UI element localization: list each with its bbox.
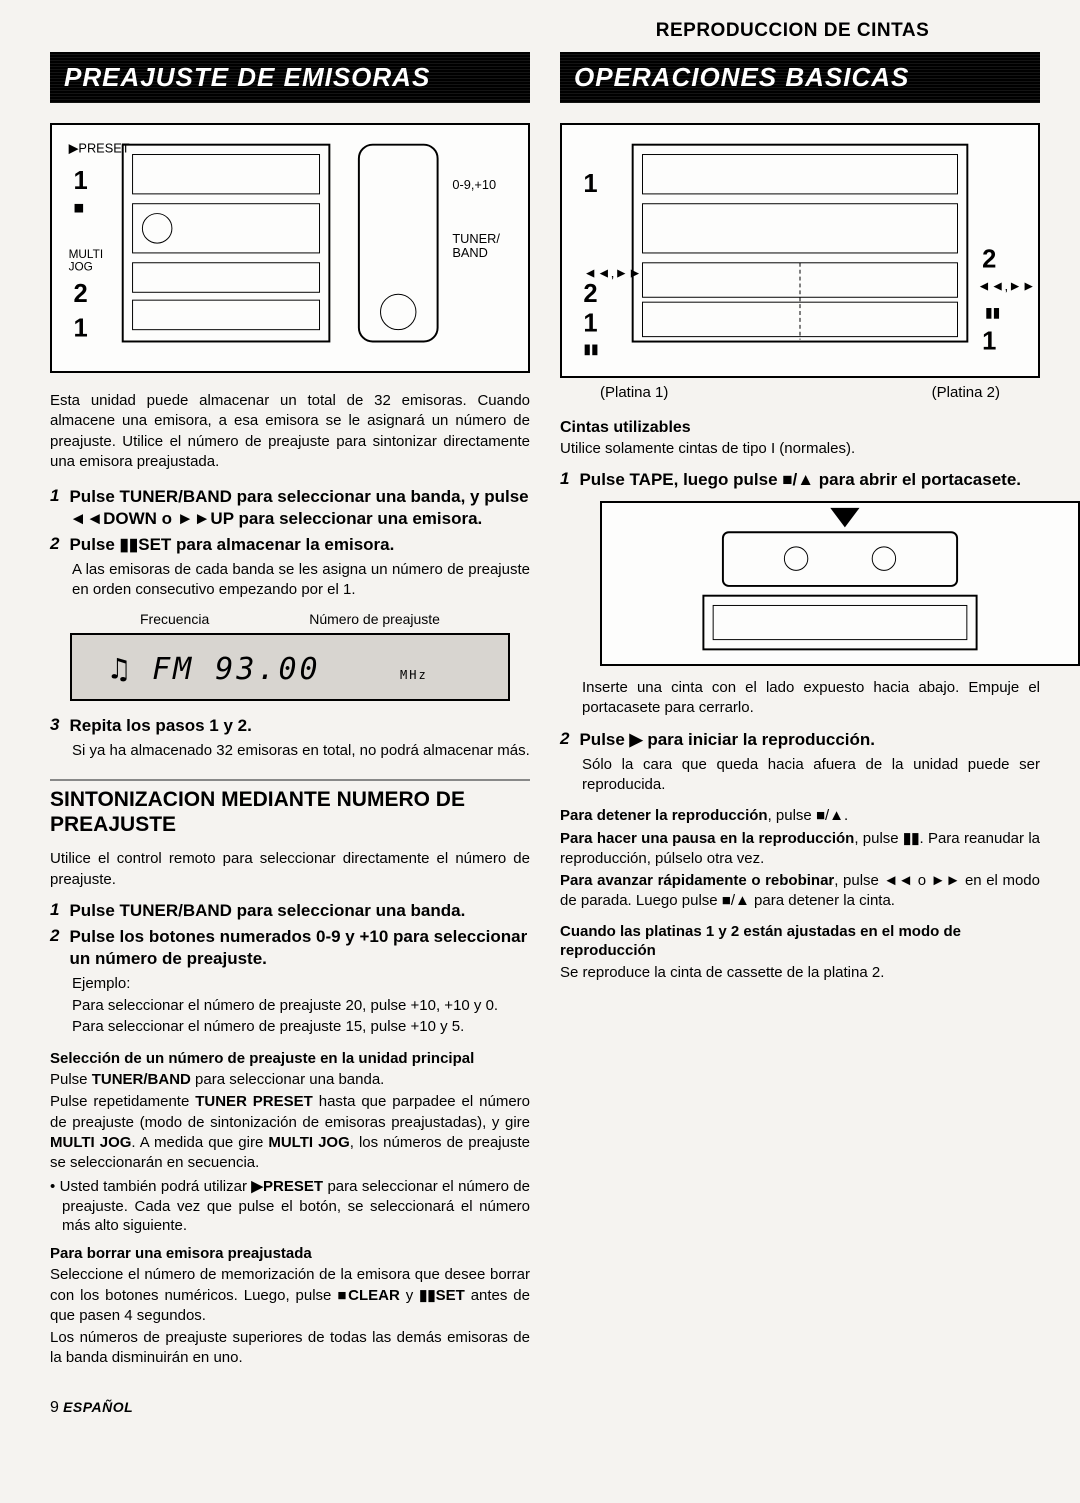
language-label: ESPAÑOL <box>63 1399 133 1415</box>
step3-sub: Si ya ha almacenado 32 emisoras en total… <box>72 741 530 761</box>
borrar-body: Seleccione el número de memorización de … <box>50 1265 530 1326</box>
step-text: Repita los pasos 1 y 2. <box>69 715 251 737</box>
left-column: PREAJUSTE DE EMISORAS ▶PRESET 1 ■ MULTI … <box>50 52 530 1417</box>
seleccion-title: Selección de un número de preajuste en l… <box>50 1049 530 1069</box>
step-number: 2 <box>50 534 59 556</box>
step-number: 1 <box>50 900 59 922</box>
borrar-title: Para borrar una emisora preajustada <box>50 1244 530 1264</box>
svg-text:◄◄,►►: ◄◄,►► <box>583 266 641 281</box>
page-header: REPRODUCCION DE CINTAS <box>545 20 1040 42</box>
svg-text:♫ FM 93.00: ♫ FM 93.00 <box>110 652 321 687</box>
cintas-title: Cintas utilizables <box>560 419 1040 437</box>
left-step-1: 1 Pulse TUNER/BAND para seleccionar una … <box>50 486 530 530</box>
borrar-body2: Los números de preajuste superiores de t… <box>50 1328 530 1369</box>
ejemplo-2: Para seleccionar el número de preajuste … <box>72 1017 530 1037</box>
left-step-2: 2 Pulse ▮▮SET para almacenar la emisora. <box>50 534 530 556</box>
ejemplo-label: Ejemplo: <box>72 974 530 994</box>
step-text: Pulse ▮▮SET para almacenar la emisora. <box>69 534 394 556</box>
right-step2-sub: Sólo la cara que queda hacia afuera de l… <box>582 755 1040 794</box>
svg-text:2: 2 <box>74 280 88 308</box>
step2-sub: A las emisoras de cada banda se les asig… <box>72 560 530 599</box>
step-number: 3 <box>50 715 59 737</box>
svg-text:1: 1 <box>74 167 88 195</box>
cassette-diagram <box>600 501 1080 666</box>
page-number: 9 <box>50 1399 59 1416</box>
svg-text:0-9,+10: 0-9,+10 <box>452 177 496 192</box>
divider <box>50 779 530 781</box>
para-avanzar: Para avanzar rápidamente o rebobinar, pu… <box>560 871 1040 912</box>
step-number: 1 <box>560 469 569 491</box>
right-step-2: 2 Pulse ▶ para iniciar la reproducción. <box>560 729 1040 751</box>
svg-text:1: 1 <box>982 327 996 355</box>
step-number: 2 <box>50 926 59 970</box>
right-step-1: 1 Pulse TAPE, luego pulse ■/▲ para abrir… <box>560 469 1040 491</box>
section2-title: SINTONIZACION MEDIANTE NUMERO DE PREAJUS… <box>50 787 530 837</box>
platina-2-label: (Platina 2) <box>932 384 1000 401</box>
cintas-body: Utilice solamente cintas de tipo I (norm… <box>560 439 1040 459</box>
s2-step-2: 2 Pulse los botones numerados 0-9 y +10 … <box>50 926 530 970</box>
svg-text:▶PRESET: ▶PRESET <box>69 141 130 156</box>
freq-labels: Frecuencia Número de preajuste <box>90 611 490 627</box>
cuando-body: Se reproduce la cinta de cassette de la … <box>560 963 1040 983</box>
svg-text:▮▮: ▮▮ <box>583 341 598 356</box>
page-footer: 9 ESPAÑOL <box>50 1399 530 1417</box>
svg-text:◄◄,►►: ◄◄,►► <box>977 278 1035 293</box>
step-text: Pulse los botones numerados 0-9 y +10 pa… <box>69 926 530 970</box>
svg-text:■: ■ <box>74 198 85 218</box>
ejemplo-1: Para seleccionar el número de preajuste … <box>72 996 530 1016</box>
platina-1-label: (Platina 1) <box>600 384 668 401</box>
cassette-caption: Inserte una cinta con el lado expuesto h… <box>582 678 1040 717</box>
svg-text:2: 2 <box>982 246 996 274</box>
cuando-title: Cuando las platinas 1 y 2 están ajustada… <box>560 922 1040 961</box>
step-text: Pulse TUNER/BAND para seleccionar una ba… <box>69 486 530 530</box>
stereo-diagram-right: 1 ◄◄,►► 2 1 ▮▮ 2 ◄◄,►► ▮▮ 1 <box>560 123 1040 378</box>
step-text: Pulse TUNER/BAND para seleccionar una ba… <box>69 900 465 922</box>
right-banner: OPERACIONES BASICAS <box>560 52 1040 103</box>
seleccion-bullet: • Usted también podrá utilizar ▶PRESET p… <box>50 1177 530 1236</box>
svg-text:1: 1 <box>583 310 597 338</box>
right-column: OPERACIONES BASICAS 1 ◄◄,►► 2 1 ▮▮ 2 ◄◄,… <box>560 52 1040 1417</box>
label-frecuencia: Frecuencia <box>140 611 209 627</box>
s2-step-1: 1 Pulse TUNER/BAND para seleccionar una … <box>50 900 530 922</box>
display-screen: ♫ FM 93.00 MHz <box>70 633 510 701</box>
label-num-preajuste: Número de preajuste <box>309 611 440 627</box>
svg-text:2: 2 <box>583 280 597 308</box>
para-pausa: Para hacer una pausa en la reproducción,… <box>560 829 1040 870</box>
step-text: Pulse ▶ para iniciar la reproducción. <box>579 729 875 751</box>
svg-text:MHz: MHz <box>400 668 428 682</box>
svg-text:BAND: BAND <box>452 245 488 260</box>
para-detener: Para detener la reproducción, pulse ■/▲. <box>560 806 1040 826</box>
svg-text:1: 1 <box>583 170 597 198</box>
left-step-3: 3 Repita los pasos 1 y 2. <box>50 715 530 737</box>
svg-text:1: 1 <box>74 315 88 343</box>
svg-text:▮▮: ▮▮ <box>985 305 1000 320</box>
step-text: Pulse TAPE, luego pulse ■/▲ para abrir e… <box>579 469 1021 491</box>
step-number: 2 <box>560 729 569 751</box>
section2-intro: Utilice el control remoto para seleccion… <box>50 849 530 890</box>
stereo-diagram-left: ▶PRESET 1 ■ MULTI JOG 2 1 0-9,+10 TUNER/… <box>50 123 530 373</box>
left-banner: PREAJUSTE DE EMISORAS <box>50 52 530 103</box>
step-number: 1 <box>50 486 59 530</box>
seleccion-body1: Pulse TUNER/BAND para seleccionar una ba… <box>50 1070 530 1090</box>
platina-labels: (Platina 1) (Platina 2) <box>600 384 1000 401</box>
intro-text: Esta unidad puede almacenar un total de … <box>50 391 530 472</box>
seleccion-body2: Pulse repetidamente TUNER PRESET hasta q… <box>50 1092 530 1173</box>
svg-text:JOG: JOG <box>69 260 93 274</box>
svg-text:TUNER/: TUNER/ <box>452 231 500 246</box>
